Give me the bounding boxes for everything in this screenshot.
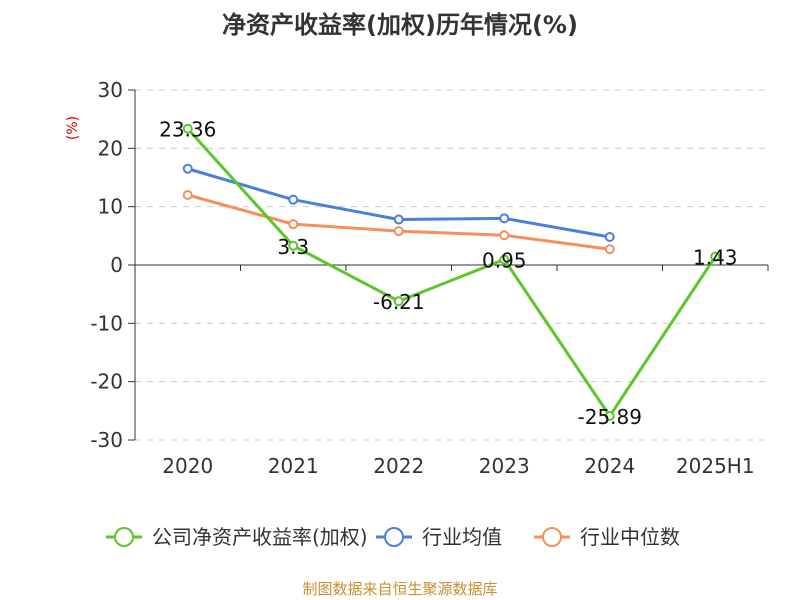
x-tick-label: 2023 [479,454,530,478]
legend-marker [542,527,562,547]
legend-label: 行业中位数 [580,525,680,549]
y-axis-label: (%) [65,116,81,140]
data-labels: 23.36 3.3 -6.21 0.95 -25.89 1.43 [159,118,737,429]
legend: 公司净资产收益率(加权) 行业均值 行业中位数 [106,525,680,549]
y-tick-label: -30 [90,428,123,452]
series-line [186,127,717,418]
data-point [604,244,615,255]
data-point [182,190,193,200]
x-tick-label: 2024 [584,454,635,478]
series [182,123,721,422]
legend-item: 公司净资产收益率(加权) [106,525,368,549]
data-label: -6.21 [373,290,425,314]
x-tick-label: 2021 [268,454,319,478]
data-label: 1.43 [693,246,738,270]
data-point [393,296,404,307]
x-tick-label: 2020 [162,454,213,478]
chart-title: 净资产收益率(加权)历年情况(%) [222,11,578,39]
data-point [182,163,193,174]
data-point [499,230,510,241]
data-point [604,411,615,422]
y-tick-label: 30 [98,78,123,102]
y-tick-label: -10 [90,311,123,335]
data-point [288,219,299,230]
data-point [288,194,299,205]
legend-label: 行业均值 [422,525,502,549]
data-label: 23.36 [159,118,216,142]
legend-item: 行业中位数 [534,525,680,549]
data-label: 3.3 [277,235,309,259]
y-tick-label: 10 [98,195,123,219]
axes: 30 20 10 0 -10 -20 -30 2020 2021 2022 2023 2024 2025… [90,78,769,478]
data-point [288,240,299,251]
y-tick-label: -20 [90,370,123,394]
legend-marker [384,527,404,547]
legend-label: 公司净资产收益率(加权) [152,525,368,549]
grid [135,89,768,441]
data-point [393,226,404,237]
legend-marker [114,527,134,547]
x-tick-label: 2025H1 [676,454,755,478]
source-note: 制图数据来自恒生聚源数据库 [302,580,497,598]
y-tick-label: 20 [98,136,123,160]
data-point [393,214,404,225]
data-point [604,232,615,242]
data-point [182,123,193,134]
data-label: 0.95 [482,248,527,272]
y-tick-label: 0 [110,253,123,277]
x-tick-label: 2022 [373,454,424,478]
data-point [710,251,721,262]
data-point [499,213,510,224]
legend-item: 行业均值 [376,525,502,549]
data-point [499,254,510,265]
data-label: -25.89 [578,405,642,429]
